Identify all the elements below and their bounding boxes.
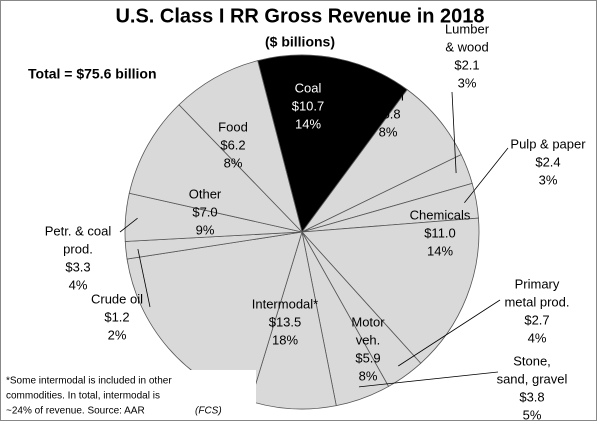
note-box — [2, 370, 256, 419]
slice-label: sand, gravel — [497, 371, 568, 386]
pie-slice — [301, 217, 480, 364]
percent-label: 8% — [359, 368, 378, 383]
leader-line — [398, 299, 501, 367]
percent-label: 8% — [379, 124, 398, 139]
pie-slice — [178, 60, 303, 234]
slice-label: Primary — [515, 276, 560, 291]
footnote-source: (FCS) — [195, 406, 222, 417]
value-label: $5.8 — [375, 106, 400, 121]
leader-line — [119, 217, 138, 233]
slice-label: Other — [189, 186, 222, 201]
slice-label: veh. — [356, 332, 381, 347]
percent-label: 3% — [539, 172, 558, 187]
slice-label: Stone, — [513, 353, 551, 368]
value-label: $10.7 — [292, 98, 325, 113]
chart-subtitle: ($ billions) — [265, 34, 335, 50]
chart-title: U.S. Class I RR Gross Revenue in 2018 — [115, 5, 484, 27]
percent-label: 9% — [196, 222, 215, 237]
value-label: $1.2 — [104, 309, 129, 324]
value-label: $2.7 — [524, 312, 549, 327]
percent-label: 4% — [528, 330, 547, 345]
percent-label: 4% — [69, 277, 88, 292]
slice-label: Pulp & paper — [510, 136, 586, 151]
pie-slice — [257, 54, 408, 233]
leader-line — [464, 147, 509, 203]
slice-label: Chemicals — [410, 207, 471, 222]
total-annotation: Total = $75.6 billion — [28, 66, 157, 82]
leader-line — [137, 248, 151, 308]
slice-label: Crude oil — [91, 291, 143, 306]
percent-label: 14% — [427, 243, 453, 258]
leader-line — [451, 91, 457, 174]
value-label: $5.9 — [355, 350, 380, 365]
slice-label: & wood — [445, 39, 488, 54]
slice-label: metal prod. — [504, 294, 569, 309]
value-label: $3.8 — [519, 389, 544, 404]
footnote: *Some intermodal is included in other — [6, 376, 172, 387]
slice-label: Lumber — [445, 21, 490, 36]
value-label: $2.1 — [454, 57, 479, 72]
footnote: ~24% of revenue. Source: AAR — [6, 406, 145, 417]
value-label: $13.5 — [269, 314, 302, 329]
value-label: $2.4 — [535, 154, 560, 169]
footnote: commodities. In total, intermodal is — [6, 391, 160, 402]
percent-label: 5% — [523, 407, 542, 421]
value-label: $6.2 — [220, 137, 245, 152]
percent-label: 3% — [458, 75, 477, 90]
percent-label: 8% — [224, 155, 243, 170]
leader-line — [358, 371, 499, 388]
slice-label: Petr. & coal — [45, 223, 112, 238]
value-label: $3.3 — [65, 259, 90, 274]
slice-label: Food — [218, 119, 248, 134]
value-label: $11.0 — [424, 225, 456, 240]
slice-label: Motor — [351, 314, 385, 329]
slice-label: Intermodal* — [252, 296, 318, 311]
slice-label: Coal — [295, 80, 322, 95]
pie-slice — [128, 104, 304, 233]
slice-label: Grain — [372, 88, 404, 103]
percent-label: 2% — [108, 327, 127, 342]
percent-label: 14% — [295, 116, 321, 131]
value-label: $7.0 — [192, 204, 217, 219]
slice-label: prod. — [63, 241, 93, 256]
percent-label: 18% — [272, 332, 298, 347]
